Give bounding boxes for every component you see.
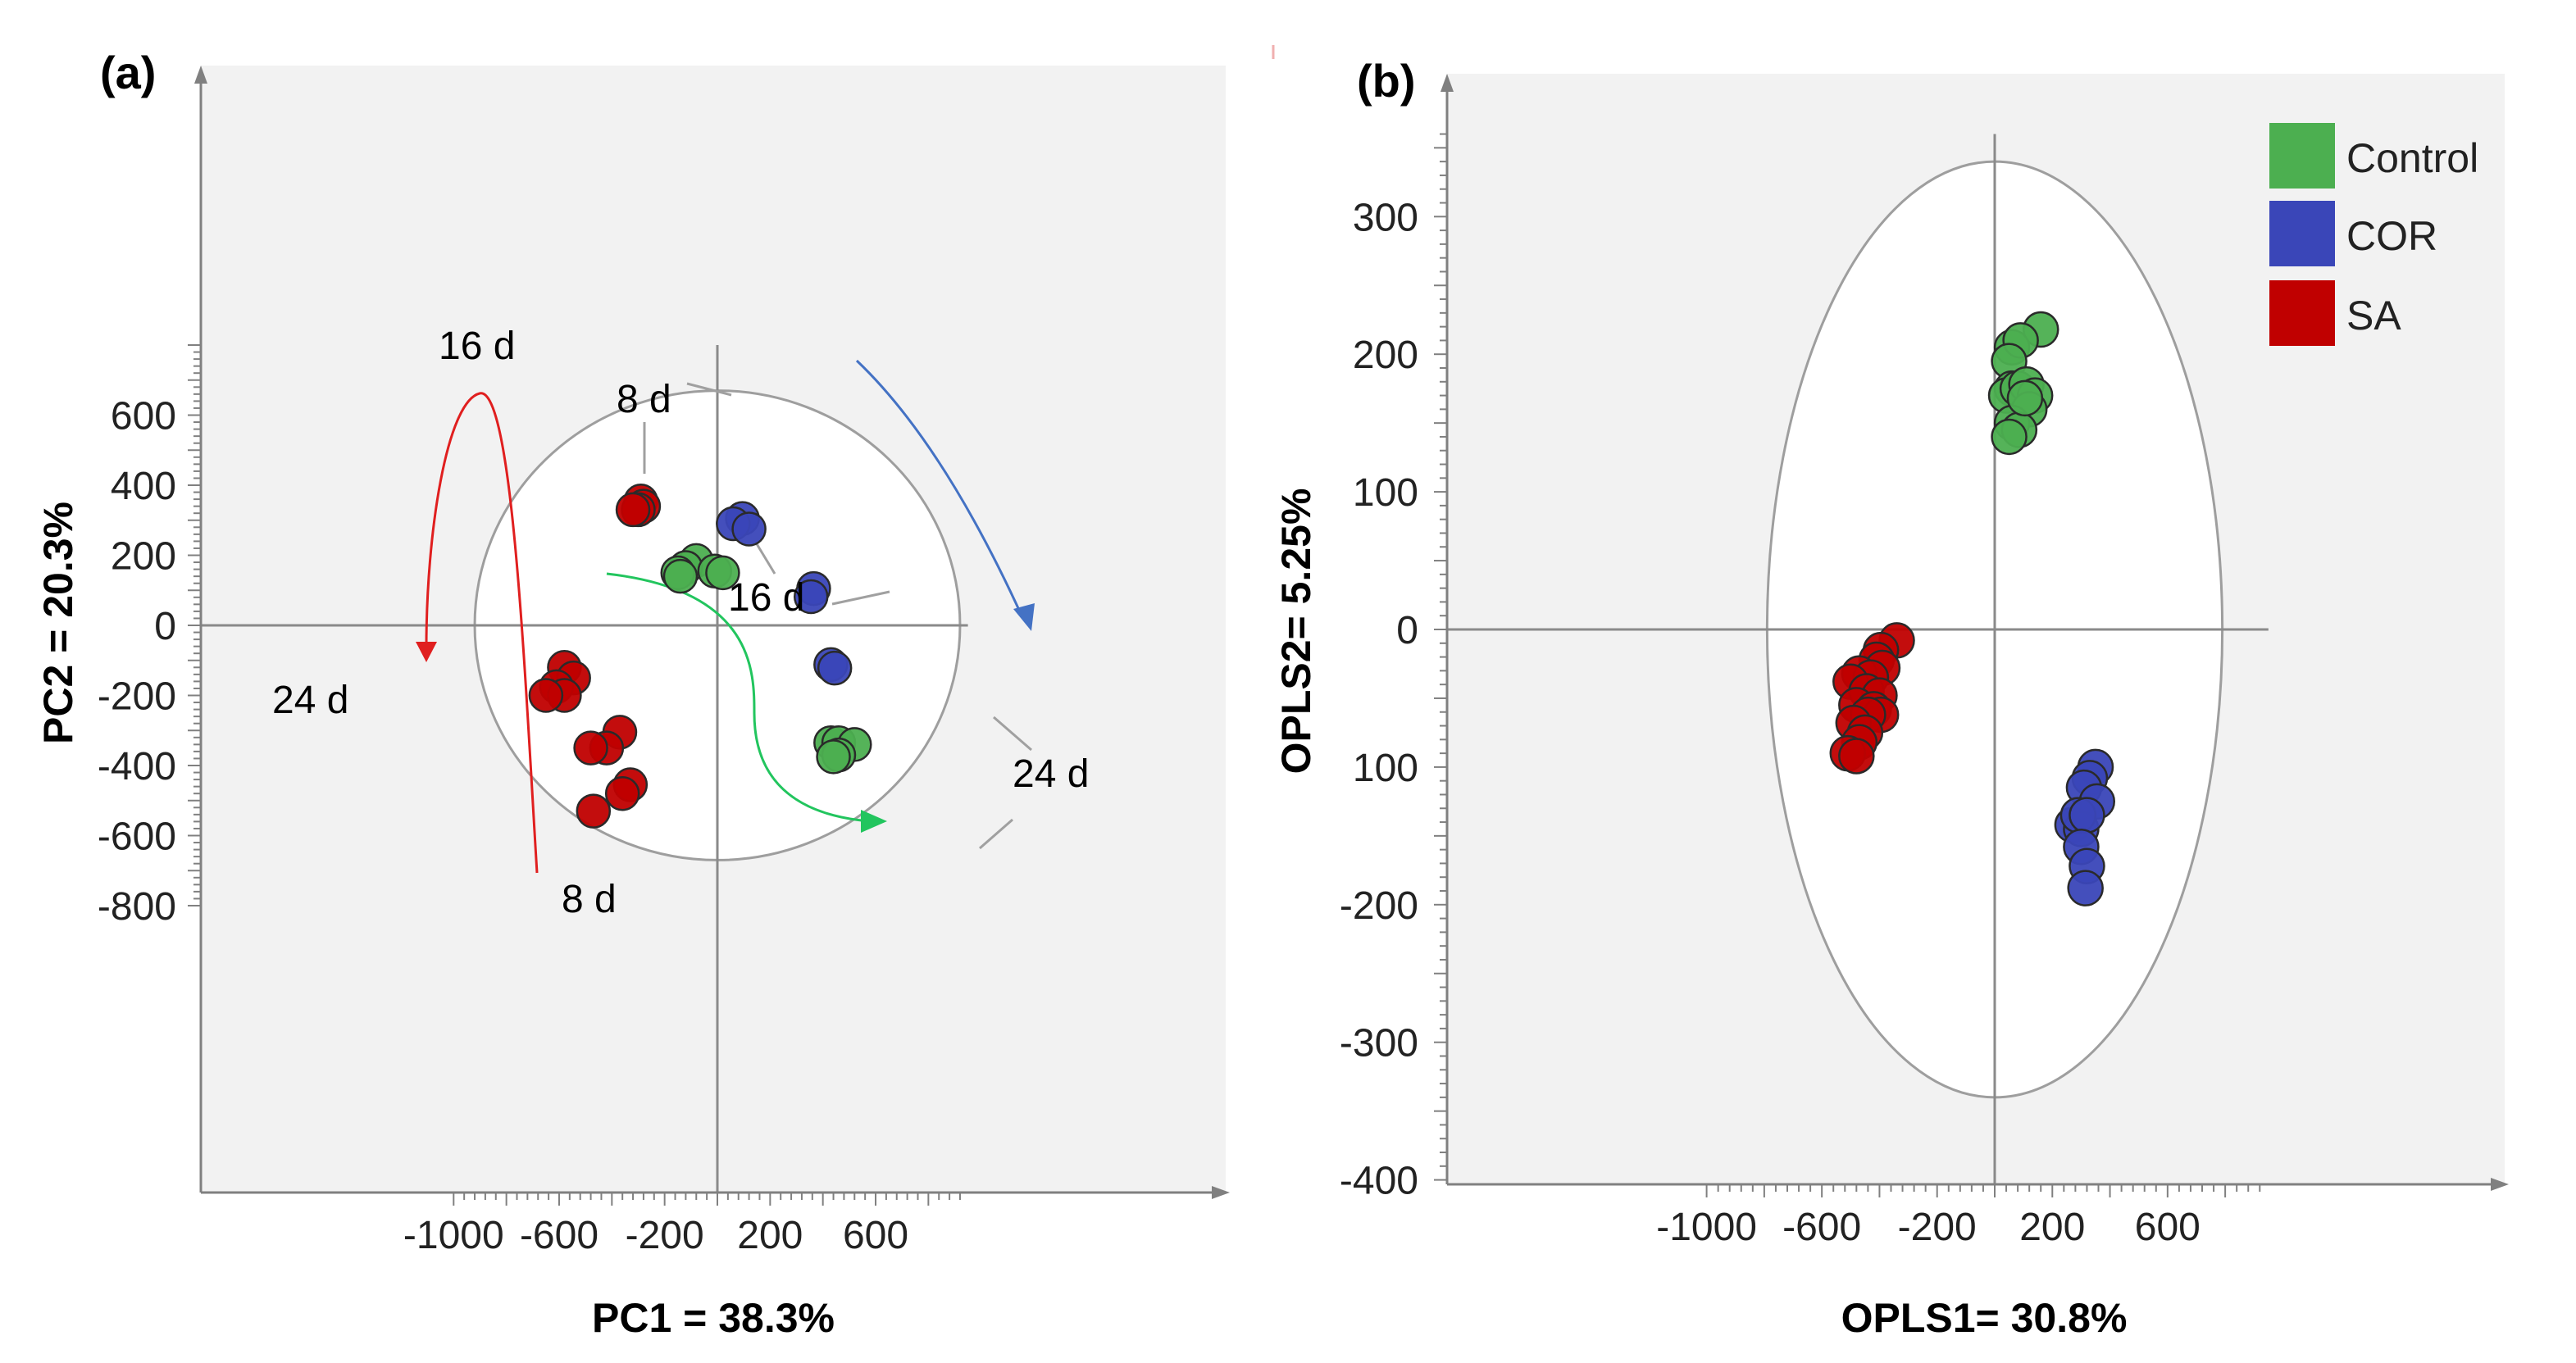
legend-swatch-sa [2269,280,2335,346]
data-point-series-1 [731,511,767,547]
panel-a-trajectory-cor [855,359,1035,631]
annotation-24d-right: 24 d [1013,752,1089,796]
data-point-control [1991,418,2028,456]
panel-a-x-axis-label: PC1 = 38.3% [592,1295,835,1341]
panel-a-trajectory-control [606,572,887,833]
x-tick-label: -1000 [403,1214,504,1257]
x-tick-label: 600 [2135,1206,2201,1249]
data-point-control [2006,379,2044,417]
y-tick-label: -600 [98,816,176,859]
x-tick-label: -600 [1782,1206,1861,1249]
x-tick-label: -200 [1898,1206,1977,1249]
data-point-series-0 [604,775,640,811]
panel-a-tick-labels: -1000 -600 -200 200 600 600 400 200 0 -200 -400 -60… [98,395,908,1258]
x-tick-label: 200 [2019,1206,2085,1249]
legend-item-cor: COR [2269,201,2437,266]
y-tick-label: -400 [1340,1160,1418,1203]
y-tick-label: -300 [1340,1022,1418,1065]
annotation-16d-cor: 16 d [728,576,804,620]
legend-item-sa: SA [2269,280,2401,346]
y-tick-label: -800 [98,885,176,929]
panel-a-leader-lines [643,382,1032,850]
y-tick-label: 600 [111,395,176,438]
panel-a-label: (a) [100,47,156,98]
data-point-cor [2067,870,2104,906]
y-tick-label: 400 [111,465,176,508]
panel-b-minor-ticks [1434,133,2261,1197]
y-tick-label: -200 [1340,884,1418,928]
y-tick-label: 300 [1353,196,1418,239]
panel-a-y-axis-label: PC2 = 20.3% [35,502,81,744]
y-tick-label: 100 [1353,471,1418,515]
data-point-series-1 [817,650,853,686]
panel-b-data-points [1829,311,2115,906]
legend-label-cor: COR [2346,213,2437,259]
panel-a-minor-ticks [188,344,961,1206]
annotation-8d-top: 8 d [617,378,671,421]
legend-label-control: Control [2346,135,2478,181]
data-point-series-0 [576,793,612,829]
panel-a-data-points [528,483,872,829]
legend-item-control: Control [2269,123,2478,189]
panel-a-pca-plot: -1000 -600 -200 200 600 600 400 200 0 -200 -400 -60… [35,47,1230,1341]
y-tick-label: 0 [1396,609,1418,652]
x-tick-label: -1000 [1656,1206,1757,1249]
panel-b-tick-labels: -1000 -600 -200 200 600 300 200 100 0 100 -200 -300… [1340,196,2201,1249]
y-tick-label: -400 [98,745,176,788]
y-tick-label: 0 [154,605,176,648]
legend: Control COR SA [2269,123,2478,346]
panel-b-label: (b) [1357,55,1416,107]
legend-label-sa: SA [2346,293,2401,338]
y-tick-label: 200 [1353,334,1418,377]
data-point-series-1 [793,579,829,615]
data-point-sa [1838,738,1875,775]
y-tick-label: 200 [111,535,176,579]
data-point-series-2 [662,558,699,594]
panel-a-trajectory-sa [416,392,539,874]
y-tick-label: -200 [98,675,176,719]
legend-swatch-cor [2269,201,2335,266]
x-tick-label: 600 [843,1214,908,1257]
legend-swatch-control [2269,123,2335,189]
panel-b-opls-plot: -1000 -600 -200 200 600 300 200 100 0 100 -200 -300… [1273,55,2509,1341]
annotation-sa-16d: 16 d [439,325,515,368]
y-tick-label: 100 [1353,747,1418,790]
data-point-series-2 [816,739,851,775]
data-point-series-0 [528,678,564,713]
annotation-sa-8d: 8 d [562,878,617,921]
data-point-series-0 [573,730,608,766]
data-point-series-2 [705,555,740,591]
panel-b-x-axis-label: OPLS1= 30.8% [1841,1295,2128,1341]
x-tick-label: -200 [626,1214,704,1257]
annotation-sa-24d: 24 d [272,679,348,722]
x-tick-label: 200 [737,1214,803,1257]
x-tick-label: -600 [520,1214,598,1257]
panel-b-y-axis-label: OPLS2= 5.25% [1273,488,1319,775]
data-point-cor [2069,797,2105,834]
data-point-series-0 [615,492,651,528]
